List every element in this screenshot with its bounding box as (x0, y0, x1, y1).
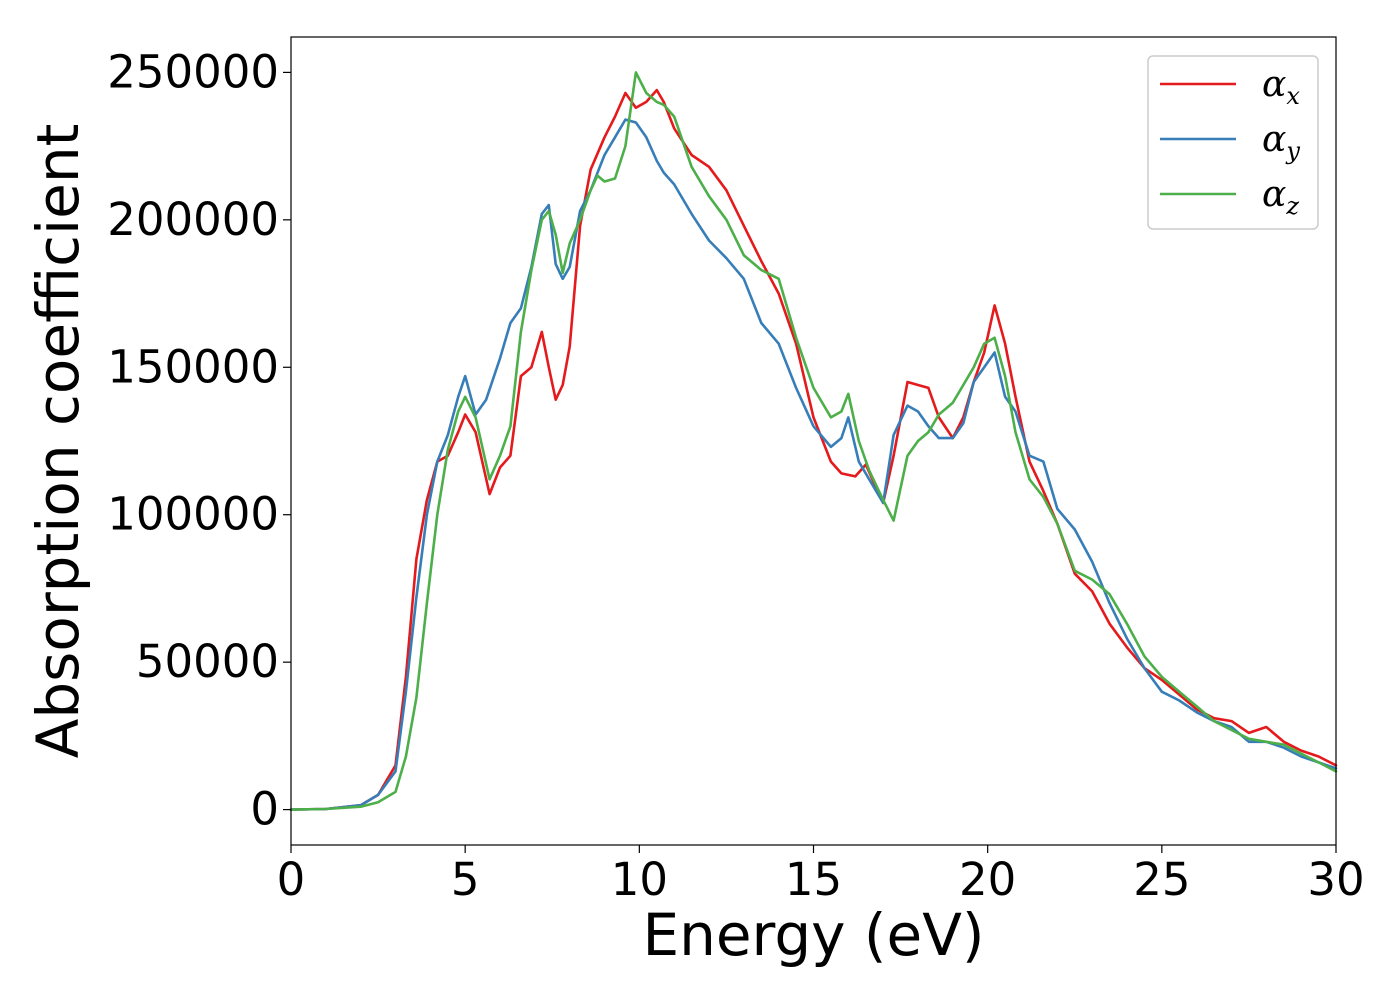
series-line-x (289, 88, 1338, 811)
y-axis: 0 50000 100000 150000 200000 250000 (107, 45, 291, 836)
y-tick-label: 50000 (136, 635, 279, 688)
x-tick-label: 5 (451, 853, 480, 906)
x-axis-title: Energy (eV) (642, 901, 984, 969)
y-tick-label: 100000 (107, 488, 279, 541)
legend-box (1147, 55, 1319, 230)
legend-label-x: αx (1262, 64, 1300, 110)
y-tick-label: 200000 (107, 193, 279, 246)
y-axis-title: Absorption coefficient (24, 124, 92, 759)
y-tick-label: 0 (250, 783, 279, 836)
x-tick-label: 10 (611, 853, 668, 906)
series-line-z (289, 71, 1338, 811)
series-line-y (289, 118, 1338, 811)
x-tick-label: 30 (1307, 853, 1364, 906)
y-tick-label: 150000 (107, 340, 279, 393)
y-tick-label: 250000 (107, 45, 279, 98)
x-tick-label: 25 (1133, 853, 1190, 906)
legend: αx αy αz (1147, 55, 1319, 230)
plot-area (289, 71, 1338, 811)
x-tick-label: 0 (277, 853, 306, 906)
x-axis: 0 5 10 15 20 25 30 (277, 845, 1365, 906)
legend-label-y: αy (1262, 119, 1300, 165)
x-tick-label: 20 (959, 853, 1016, 906)
legend-label-z: αz (1262, 174, 1299, 220)
x-tick-label: 15 (785, 853, 842, 906)
